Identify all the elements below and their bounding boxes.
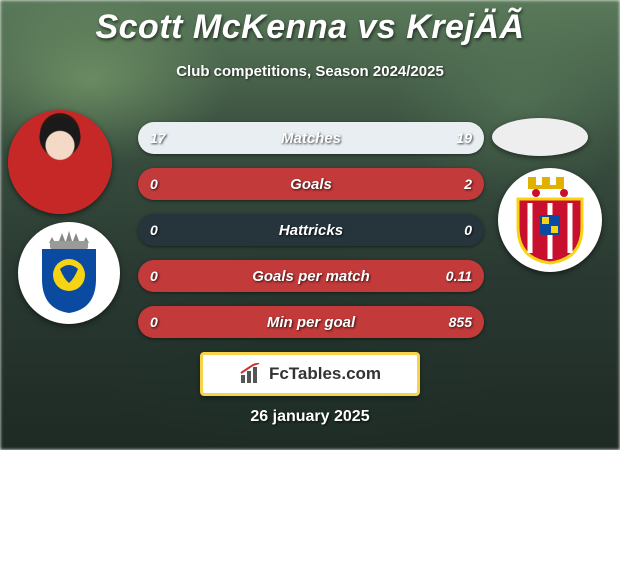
stat-row-goals-per-match: 0 0.11 Goals per match [138, 260, 484, 292]
stat-label: Min per goal [267, 314, 355, 331]
stat-value-right: 0.11 [446, 268, 472, 284]
stat-value-left: 0 [150, 268, 158, 284]
stats-container: 17 19 Matches 0 2 Goals 0 0 Hattricks 0 0.11 Goals … [138, 122, 484, 352]
subtitle: Club competitions, Season 2024/2025 [0, 63, 620, 80]
stat-label: Goals per match [252, 268, 370, 285]
comparison-card: Scott McKenna vs KrejÄÃ­ Club competitio… [0, 0, 620, 450]
stat-value-left: 0 [150, 176, 158, 192]
stat-value-left: 17 [150, 130, 166, 146]
stat-row-matches: 17 19 Matches [138, 122, 484, 154]
stat-value-left: 0 [150, 314, 158, 330]
bar-chart-icon [239, 363, 263, 385]
date-label: 26 january 2025 [0, 408, 620, 426]
left-club-badge [18, 222, 120, 324]
stat-row-goals: 0 2 Goals [138, 168, 484, 200]
stat-value-right: 2 [464, 176, 472, 192]
stat-value-left: 0 [150, 222, 158, 238]
brand-label: FcTables.com [269, 364, 381, 384]
girona-crest-icon [510, 175, 590, 265]
stat-row-min-per-goal: 0 855 Min per goal [138, 306, 484, 338]
right-player-avatar [492, 118, 588, 156]
stat-label: Matches [281, 130, 341, 147]
stat-value-right: 19 [456, 130, 472, 146]
stat-label: Hattricks [279, 222, 343, 239]
stat-value-right: 0 [464, 222, 472, 238]
stat-value-right: 855 [449, 314, 472, 330]
page-title: Scott McKenna vs KrejÄÃ­ [0, 0, 620, 47]
stat-row-hattricks: 0 0 Hattricks [138, 214, 484, 246]
brand-box[interactable]: FcTables.com [200, 352, 420, 396]
left-player-avatar [8, 110, 112, 214]
stat-label: Goals [290, 176, 332, 193]
left-player-jersey [8, 162, 112, 214]
las-palmas-crest-icon [32, 231, 106, 315]
right-club-badge [498, 168, 602, 272]
